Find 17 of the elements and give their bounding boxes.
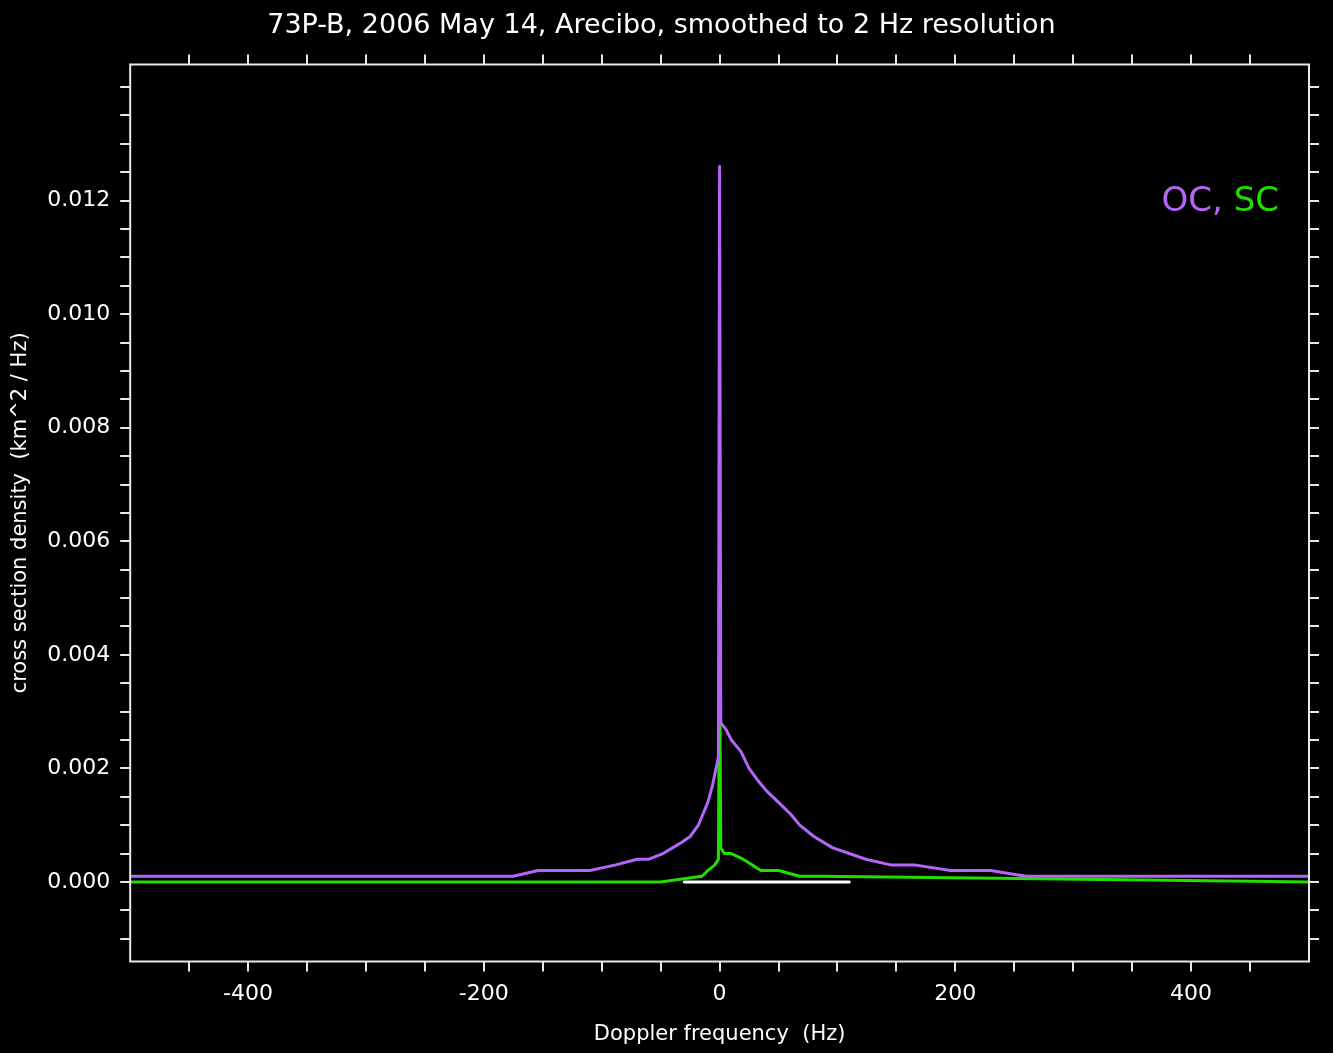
x-tick-label: 400: [1170, 980, 1213, 1006]
y-tick-label: 0.012: [47, 186, 111, 212]
x-tick-label: -400: [223, 980, 274, 1006]
y-tick-label: 0.000: [47, 867, 111, 893]
y-tick-label: 0.006: [47, 527, 111, 552]
x-tick-label: 0: [712, 980, 727, 1006]
y-tick-label: 0.010: [47, 299, 111, 325]
text: SC: [1233, 179, 1280, 220]
text: OC,: [1161, 179, 1223, 220]
y-tick-label: 0.008: [47, 413, 111, 439]
x-tick-label: 200: [934, 980, 977, 1006]
y-tick-label: 0.004: [47, 640, 111, 666]
x-tick-label: -200: [458, 980, 509, 1006]
y-tick-label: 0.002: [47, 754, 111, 780]
x-axis-title: Doppler frequency (Hz): [593, 1020, 846, 1045]
y-axis-title: cross section density (km^2 / Hz): [7, 332, 32, 694]
chart-title: 73P-B, 2006 May 14, Arecibo, smoothed to 2 Hz resolution: [267, 8, 1056, 40]
